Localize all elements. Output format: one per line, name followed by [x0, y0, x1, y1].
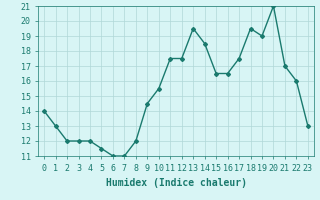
X-axis label: Humidex (Indice chaleur): Humidex (Indice chaleur): [106, 178, 246, 188]
